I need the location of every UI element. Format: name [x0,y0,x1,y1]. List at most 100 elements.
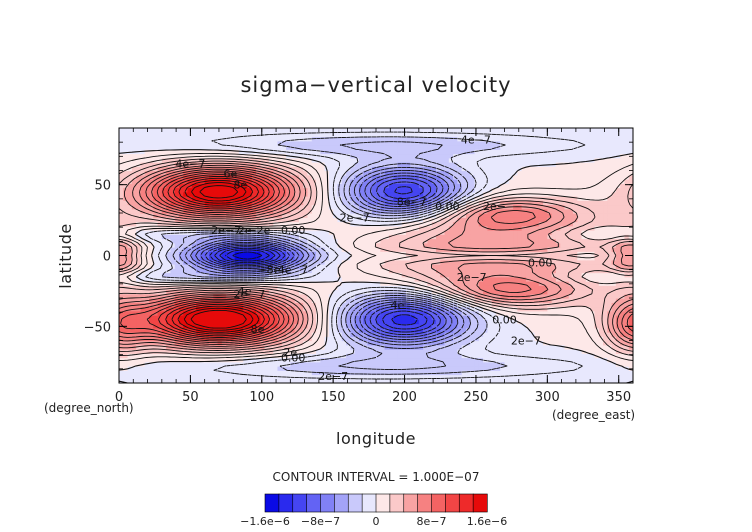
field-cell [388,230,394,235]
field-cell [568,357,574,363]
field-cell [538,293,544,299]
field-cell [495,238,501,244]
field-cell [298,310,304,316]
field-cell [281,349,287,354]
field-cell [577,353,583,359]
field-cell [521,344,527,350]
field-cell [568,361,574,367]
field-cell [393,357,399,363]
field-cell [410,204,416,210]
field-cell [461,289,467,295]
field-cell [290,204,296,210]
field-cell [521,213,527,218]
field-cell [303,221,309,227]
field-cell [410,340,416,346]
field-cell [478,255,484,261]
field-cell [620,217,626,223]
field-cell [444,349,450,354]
field-cell [508,281,514,286]
field-cell [431,276,437,282]
field-cell [543,327,548,333]
field-cell [448,378,454,383]
field-cell [363,251,369,257]
field-cell [316,255,321,261]
field-cell [119,366,124,371]
field-cell [585,208,591,214]
field-cell [234,230,240,235]
field-cell [474,251,480,257]
field-cell [286,340,291,346]
field-cell [603,298,608,303]
field-cell [380,289,386,295]
field-cell [136,221,142,227]
field-cell [286,238,291,244]
field-cell [191,349,197,354]
field-cell [564,302,570,308]
field-cell [298,272,304,278]
field-cell [200,234,206,240]
field-cell [530,357,536,363]
field-cell [354,242,360,248]
field-cell [140,370,146,376]
field-cell [624,217,630,223]
field-cell [401,289,407,295]
field-cell [230,374,236,380]
field-cell [594,366,600,371]
field-cell [495,225,501,231]
field-cell [346,349,351,354]
field-cell [234,353,240,359]
field-cell [311,289,317,295]
field-cell [286,370,291,376]
field-cell [525,268,531,274]
field-cell [581,293,587,299]
field-cell [577,230,583,235]
field-cell [196,366,201,371]
field-cell [324,276,330,282]
field-cell [500,238,506,244]
field-cell [410,251,416,257]
field-cell [311,234,317,240]
field-cell [307,353,313,359]
field-cell [453,323,458,329]
field-cell [298,361,304,367]
field-cell [603,238,608,244]
field-cell [435,315,441,320]
field-cell [414,327,420,333]
field-cell [298,255,304,261]
field-cell [555,293,561,299]
field-cell [148,264,154,269]
field-cell [603,285,608,291]
field-cell [551,225,557,231]
field-cell [504,378,510,383]
field-cell [367,217,373,223]
field-cell [521,281,527,286]
field-cell [376,251,381,257]
field-cell [213,255,219,261]
field-cell [384,349,390,354]
field-cell [538,264,544,269]
field-cell [187,208,193,214]
field-cell [191,310,197,316]
field-cell [500,264,506,269]
field-cell [418,298,424,303]
field-cell [568,293,574,299]
field-cell [161,344,167,350]
field-cell [603,366,608,371]
field-cell [281,285,287,291]
field-cell [590,357,596,363]
field-cell [260,366,266,371]
field-cell [286,247,291,252]
field-cell [268,281,274,286]
field-cell [620,259,626,265]
field-cell [226,357,231,363]
field-cell [418,370,424,376]
field-cell [200,349,206,354]
field-cell [264,264,270,269]
field-cell [148,238,154,244]
field-cell [358,310,364,316]
field-cell [517,361,523,367]
field-cell [221,319,227,325]
field-cell [573,285,578,291]
field-cell [187,255,193,261]
field-cell [431,332,437,337]
